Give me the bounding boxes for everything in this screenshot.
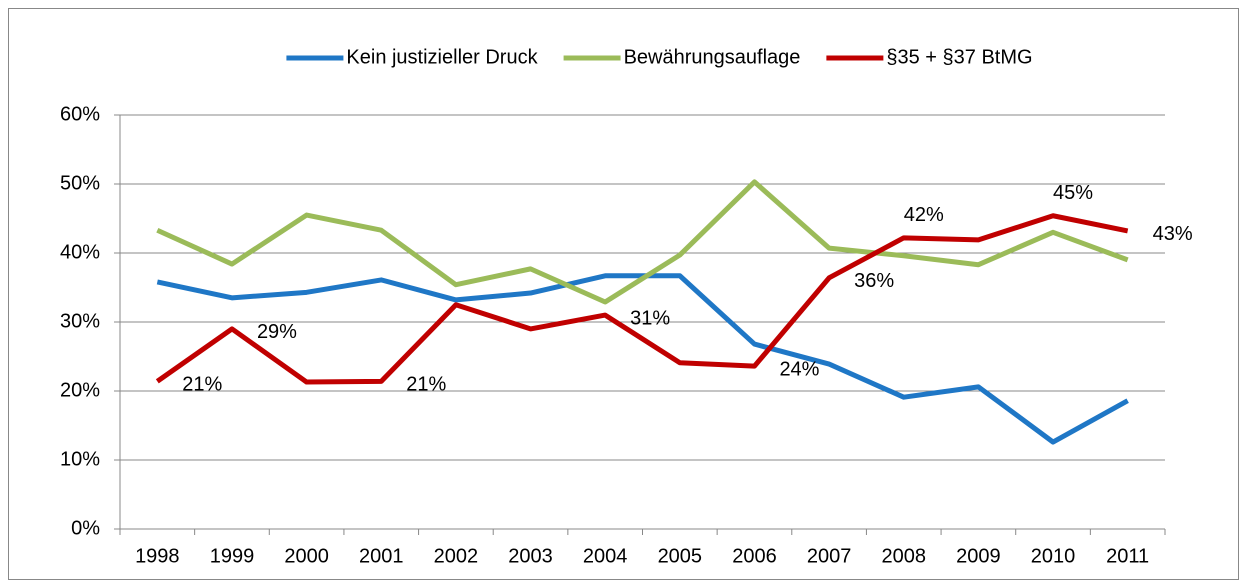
- x-tick-label: 2006: [732, 545, 777, 567]
- y-tick-label: 0%: [71, 517, 100, 539]
- x-tick-label: 2011: [1106, 545, 1149, 567]
- legend-label: Kein justizieller Druck: [346, 46, 538, 68]
- legend-label: §35 + §37 BtMG: [886, 46, 1032, 68]
- data-label: 21%: [406, 374, 446, 396]
- data-label: 31%: [630, 307, 670, 329]
- x-tick-label: 2003: [508, 545, 553, 567]
- data-label: 43%: [1153, 223, 1193, 245]
- x-tick-label: 2007: [807, 545, 852, 567]
- y-tick-label: 10%: [60, 448, 100, 470]
- y-tick-label: 50%: [60, 172, 100, 194]
- data-label: 45%: [1053, 182, 1093, 204]
- x-tick-label: 1999: [210, 545, 255, 567]
- x-tick-label: 2000: [284, 545, 329, 567]
- x-tick-label: 2004: [583, 545, 628, 567]
- data-label: 24%: [779, 358, 819, 380]
- y-tick-label: 20%: [60, 379, 100, 401]
- x-tick-label: 2001: [359, 545, 404, 567]
- x-tick-label: 2005: [658, 545, 703, 567]
- data-label: 21%: [182, 374, 222, 396]
- x-tick-label: 2002: [434, 545, 479, 567]
- y-tick-label: 60%: [60, 103, 100, 125]
- chart-border: [8, 8, 1239, 580]
- x-tick-label: 1998: [135, 545, 180, 567]
- data-label: 29%: [257, 321, 297, 343]
- data-label: 36%: [854, 270, 894, 292]
- series-line: [155, 213, 1129, 385]
- series-line: [156, 179, 1129, 305]
- x-tick-label: 2010: [1031, 545, 1076, 567]
- data-label: 42%: [904, 204, 944, 226]
- y-tick-label: 30%: [60, 310, 100, 332]
- x-tick-label: 2009: [956, 545, 1001, 567]
- legend-label: Bewährungsauflage: [624, 46, 801, 68]
- x-tick-label: 2008: [882, 545, 927, 567]
- y-tick-label: 40%: [60, 241, 100, 263]
